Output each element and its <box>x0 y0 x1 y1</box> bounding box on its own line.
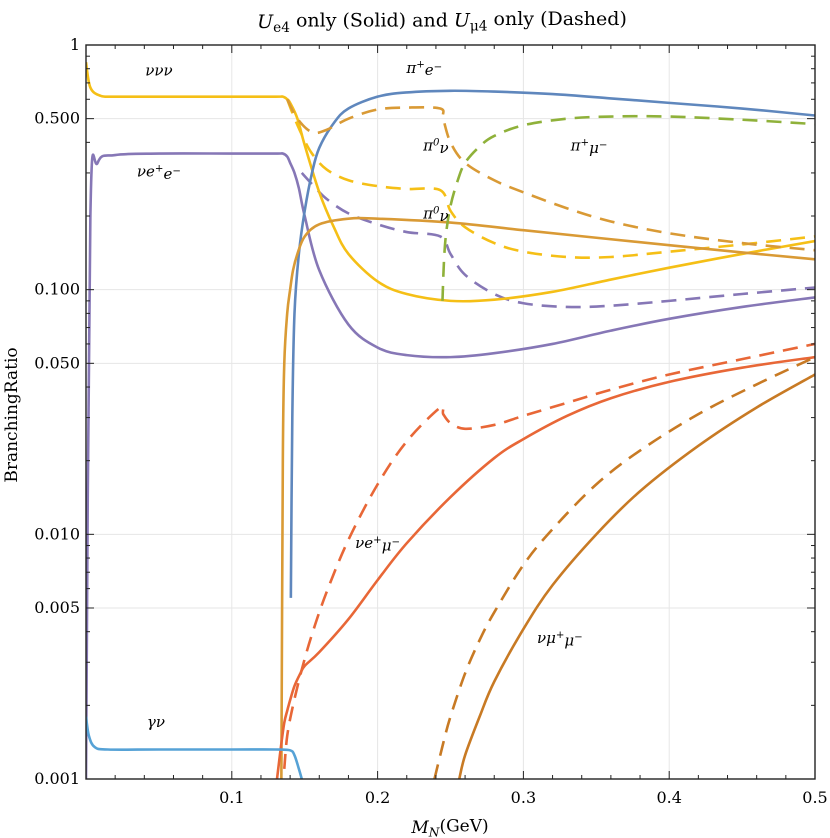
x-tick-label: 0.4 <box>656 788 681 807</box>
y-axis-title: BranchingRatio <box>2 347 22 482</box>
curve-label-gamma-nu: γν <box>147 713 165 731</box>
y-tick-label: 0.050 <box>34 353 80 372</box>
series-e-ue4 <box>275 355 815 779</box>
series-u-4 <box>433 355 815 779</box>
y-axis: 1 0.500 0.100 0.050 0.010 0.005 0.001 <box>34 35 815 788</box>
y-tick-label: 0.010 <box>34 524 80 543</box>
series-layer <box>86 62 815 779</box>
x-tick-label: 0.3 <box>511 788 536 807</box>
curve-label-pi0-nu-lower: π0​ν <box>422 205 448 225</box>
series-e-u-4 <box>282 342 815 769</box>
chart-title: Ue4​ only (Solid) and Uμ4​ only (Dashed) <box>257 8 627 36</box>
series-e-e-ue4 <box>86 152 815 779</box>
series-0-u-4 <box>286 98 815 252</box>
x-axis-title: MN​(GeV) <box>410 817 488 838</box>
series-u-4 <box>441 114 815 301</box>
gridlines <box>86 44 816 780</box>
curve-labels: ννν π+​e−​ νe+​e−​ π0​ν π+​μ−​ π0​ν νe+​μ−​ νμ+… <box>137 59 607 731</box>
curve-label-pi-e: π+​e−​ <box>405 59 442 79</box>
curve-label-nu-mumu: νμ+​μ−​ <box>537 629 583 649</box>
series-e-ue4 <box>289 89 815 598</box>
curve-label-pi-mu: π+​μ−​ <box>570 137 608 157</box>
y-tick-label: 0.100 <box>34 280 80 299</box>
x-tick-label: 0.1 <box>219 788 244 807</box>
x-tick-label: 0.5 <box>802 788 827 807</box>
y-tick-label: 0.005 <box>34 598 80 617</box>
series-e-e-u-4 <box>300 172 815 309</box>
series-ue4 <box>86 716 304 779</box>
y-tick-label: 0.001 <box>34 769 80 788</box>
series-u-4 <box>285 98 815 259</box>
series-ue4 <box>86 62 815 303</box>
series-0-ue4 <box>280 216 815 779</box>
curve-label-nununu: ννν <box>145 62 172 80</box>
series-ue4 <box>457 373 815 779</box>
curve-label-pi0-nu-upper: π0​ν <box>422 137 448 157</box>
curve-label-nu-ee: νe+​e−​ <box>137 163 181 183</box>
x-axis: 0.1 0.2 0.3 0.4 0.5 <box>114 45 828 807</box>
curve-label-nu-emu: νe+​μ−​ <box>355 534 400 554</box>
y-tick-label: 0.500 <box>34 109 80 128</box>
x-tick-label: 0.2 <box>365 788 390 807</box>
y-tick-label: 1 <box>70 35 80 54</box>
plot-frame <box>85 44 816 780</box>
